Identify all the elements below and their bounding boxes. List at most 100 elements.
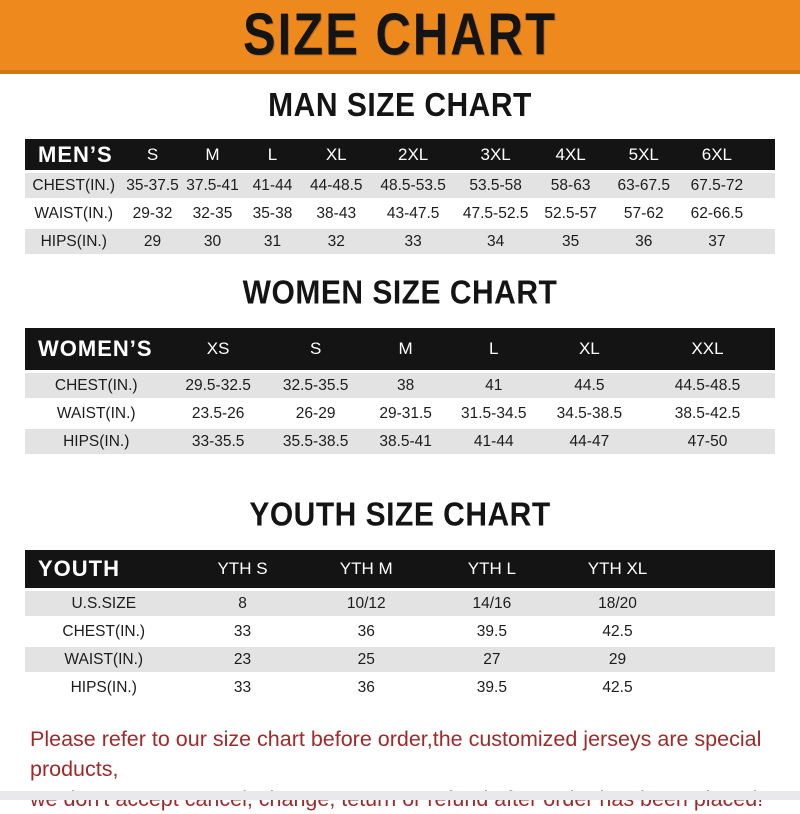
size-cell: 32-35 [182,201,243,226]
column-header: XS [167,328,269,370]
men-section-title: MAN SIZE CHART [268,87,532,125]
row-label: HIPS(IN.) [25,229,123,254]
column-header: 6XL [681,139,753,170]
row-label: WAIST(IN.) [25,401,168,426]
size-cell: 52.5-57 [535,201,607,226]
column-header: 4XL [535,139,607,170]
size-cell: 41-44 [242,173,303,198]
size-cell: 10/12 [302,591,430,616]
row-label: CHEST(IN.) [25,173,123,198]
size-cell: 29-32 [122,201,183,226]
column-header: S [122,139,183,170]
size-cell: 33 [182,675,303,700]
women-section-title: WOMEN SIZE CHART [242,274,558,312]
column-header: YTH S [182,550,303,588]
column-header: YTH L [430,550,554,588]
row-label: HIPS(IN.) [25,675,183,700]
column-header: XXL [640,328,775,370]
size-cell: 27 [430,647,554,672]
size-cell: 31 [242,229,303,254]
size-cell: 34.5-38.5 [538,401,640,426]
spacer-cell [681,647,775,672]
disclaimer-line-1: Please refer to our size chart before or… [30,727,762,781]
size-cell: 38.5-41 [362,429,449,454]
size-cell: 42.5 [553,619,682,644]
size-cell: 63-67.5 [606,173,682,198]
size-cell: 43-47.5 [370,201,457,226]
size-cell: 37 [681,229,753,254]
size-cell: 26-29 [268,401,363,426]
size-cell: 62-66.5 [681,201,753,226]
row-label: CHEST(IN.) [25,373,168,398]
size-cell: 41 [448,373,539,398]
size-cell: 29 [553,647,682,672]
table-row: WAIST(IN.) 23 25 27 29 [25,647,775,672]
column-header: YTH XL [553,550,682,588]
size-cell: 38.5-42.5 [640,401,775,426]
size-cell: 39.5 [430,675,554,700]
size-cell: 44-48.5 [302,173,370,198]
size-cell: 31.5-34.5 [448,401,539,426]
women-table-label: WOMEN’S [25,328,168,370]
table-row: HIPS(IN.) 29 30 31 32 33 34 35 36 37 [25,229,775,254]
size-cell: 37.5-41 [182,173,243,198]
size-cell: 30 [182,229,243,254]
column-header: 3XL [456,139,535,170]
spacer-cell [681,675,775,700]
size-cell: 58-63 [535,173,607,198]
table-row: CHEST(IN.) 33 36 39.5 42.5 [25,619,775,644]
column-header: XL [302,139,370,170]
row-label: CHEST(IN.) [25,619,183,644]
table-row: U.S.SIZE 8 10/12 14/16 18/20 [25,591,775,616]
size-cell: 36 [606,229,682,254]
size-cell: 8 [182,591,303,616]
spacer-cell [681,591,775,616]
table-row: WAIST(IN.) 29-32 32-35 35-38 38-43 43-47… [25,201,775,226]
row-label: HIPS(IN.) [25,429,168,454]
spacer-cell [681,619,775,644]
size-cell: 57-62 [606,201,682,226]
table-row: CHEST(IN.) 35-37.5 37.5-41 41-44 44-48.5… [25,173,775,198]
column-header: L [242,139,303,170]
size-cell: 25 [302,647,430,672]
size-cell: 32.5-35.5 [268,373,363,398]
size-cell: 42.5 [553,675,682,700]
size-cell: 35 [535,229,607,254]
size-cell: 35.5-38.5 [268,429,363,454]
size-cell: 14/16 [430,591,554,616]
spacer-cell [681,550,775,588]
youth-section-title: YOUTH SIZE CHART [249,496,551,534]
column-header: XL [538,328,640,370]
bottom-edge-strip [0,791,800,800]
disclaimer-note: Please refer to our size chart before or… [0,724,800,814]
size-cell: 18/20 [553,591,682,616]
size-cell: 29 [122,229,183,254]
banner: SIZE CHART [0,0,800,74]
size-cell: 32 [302,229,370,254]
size-cell: 44.5-48.5 [640,373,775,398]
women-header-row: WOMEN’S XS S M L XL XXL [25,328,775,370]
size-cell: 38-43 [302,201,370,226]
size-cell: 36 [302,675,430,700]
table-row: HIPS(IN.) 33 36 39.5 42.5 [25,675,775,700]
size-cell: 33-35.5 [167,429,269,454]
size-cell: 29.5-32.5 [167,373,269,398]
spacer-cell [752,139,775,170]
women-size-table: WOMEN’S XS S M L XL XXL CHEST(IN.) 29.5-… [25,325,775,457]
size-cell: 35-37.5 [122,173,183,198]
youth-header-row: YOUTH YTH S YTH M YTH L YTH XL [25,550,775,588]
size-cell: 23.5-26 [167,401,269,426]
men-header-row: MEN’S S M L XL 2XL 3XL 4XL 5XL 6XL [25,139,775,170]
size-cell: 67.5-72 [681,173,753,198]
table-row: WAIST(IN.) 23.5-26 26-29 29-31.5 31.5-34… [25,401,775,426]
size-cell: 35-38 [242,201,303,226]
size-cell: 29-31.5 [362,401,449,426]
column-header: L [448,328,539,370]
column-header: YTH M [302,550,430,588]
column-header: 5XL [606,139,682,170]
size-cell: 47.5-52.5 [456,201,535,226]
spacer-cell [752,229,775,254]
section-women: WOMEN SIZE CHART WOMEN’S XS S M L XL XXL [0,257,800,457]
size-cell: 47-50 [640,429,775,454]
